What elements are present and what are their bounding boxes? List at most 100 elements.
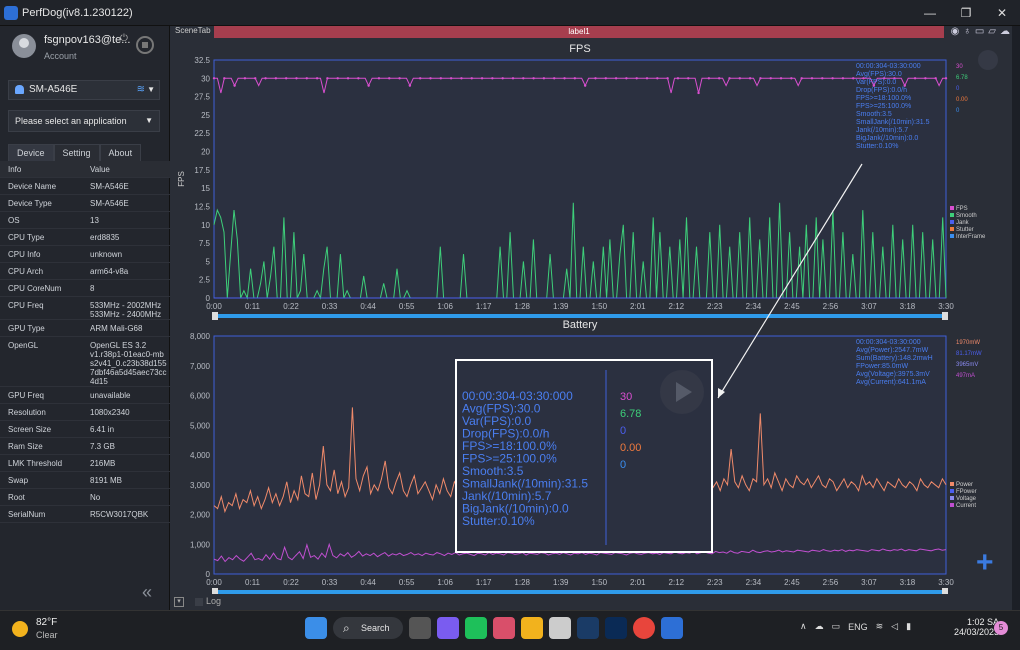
system-tray: ∧ ☁ ▭ ENG ≋ ◁ ▮: [800, 621, 911, 632]
fps-point: [676, 77, 680, 80]
fps-point: [439, 77, 443, 80]
fps-point: [243, 77, 247, 80]
battery-level-icon[interactable]: ▮: [906, 621, 912, 631]
zoom-stat-line: Jank(/10min):5.7: [462, 489, 552, 503]
file-explorer-icon[interactable]: [521, 617, 543, 639]
table-row[interactable]: CPU Arch arm64-v8a: [0, 263, 170, 280]
x-tick-label: 2:23: [707, 578, 723, 587]
pin-icon[interactable]: ♁: [963, 26, 971, 37]
start-icon[interactable]: [305, 617, 327, 639]
fps-point: [779, 77, 783, 80]
volume-icon[interactable]: ◁: [891, 621, 899, 631]
tab-setting[interactable]: Setting: [53, 144, 100, 161]
table-row[interactable]: SerialNum R5CW3017QBK: [0, 506, 170, 523]
table-row[interactable]: LMK Threshold 216MB: [0, 455, 170, 472]
table-row[interactable]: OpenGL OpenGL ES 3.2 v1.r38p1-01eac0-mb s…: [0, 337, 170, 387]
x-tick-label: 0:33: [322, 302, 338, 311]
taskbar-search[interactable]: Search: [333, 617, 403, 639]
app-icon[interactable]: [549, 617, 571, 639]
table-row[interactable]: GPU Freq unavailable: [0, 387, 170, 404]
clock-time: 1:02 SA: [967, 617, 1000, 627]
table-row[interactable]: GPU Type ARM Mali-G68: [0, 320, 170, 337]
collapse-sidebar-icon[interactable]: «: [142, 582, 153, 602]
scene-tab[interactable]: SceneTab: [175, 26, 211, 35]
cloud-icon[interactable]: ☁: [1000, 26, 1010, 37]
line-app-icon[interactable]: [465, 617, 487, 639]
table-row[interactable]: Screen Size 6.41 in: [0, 421, 170, 438]
table-row[interactable]: Root No: [0, 489, 170, 506]
fps-point: [326, 77, 329, 80]
zoom-side-value: 0: [620, 425, 626, 437]
info-key: GPU Type: [8, 324, 45, 333]
fps-point: [522, 77, 525, 80]
power-icon[interactable]: ⏻: [120, 33, 128, 44]
battery-icon[interactable]: ▭: [831, 621, 841, 631]
info-value: 7.3 GB: [90, 442, 115, 451]
y-tick-label: 22.5: [194, 129, 210, 138]
legend-swatch: [950, 206, 954, 210]
info-key: CPU Arch: [8, 267, 44, 276]
location-icon[interactable]: ◉: [950, 26, 960, 37]
maximize-icon[interactable]: ❐: [960, 6, 972, 20]
folder-icon[interactable]: ▭: [974, 26, 985, 37]
x-tick-label: 2:56: [823, 578, 839, 587]
table-row[interactable]: Swap 8191 MB: [0, 472, 170, 489]
chevron-up-icon[interactable]: ∧: [800, 621, 807, 631]
avatar[interactable]: [12, 34, 36, 58]
table-row[interactable]: CPU Info unknown: [0, 246, 170, 263]
task-view-icon[interactable]: [409, 617, 431, 639]
fps-point: [810, 77, 814, 80]
y-tick-label: 32.5: [194, 56, 210, 65]
info-value: 1080x2340: [90, 408, 130, 417]
fps-point: [852, 77, 855, 80]
stat-line: Avg(FPS):30.0: [856, 71, 902, 78]
info-key: OS: [8, 216, 20, 225]
folder-open-icon[interactable]: ▱: [988, 26, 996, 37]
tab-device[interactable]: Device: [8, 144, 54, 161]
perfdog-icon[interactable]: [661, 617, 683, 639]
chat-icon[interactable]: [437, 617, 459, 639]
x-tick-label: 0:11: [245, 578, 261, 587]
app-select[interactable]: Please select an application ▼: [8, 110, 160, 132]
info-value: 216MB: [90, 459, 116, 468]
language-indicator[interactable]: ENG: [848, 621, 868, 632]
table-row[interactable]: CPU Type erd8835: [0, 229, 170, 246]
cloud-icon[interactable]: ☁: [814, 621, 824, 631]
stat-line: Avg(Current):641.1mA: [856, 379, 926, 386]
table-row[interactable]: Ram Size 7.3 GB: [0, 438, 170, 455]
label-bar[interactable]: label1: [214, 26, 944, 38]
photoshop-icon[interactable]: [605, 617, 627, 639]
minimize-icon[interactable]: —: [924, 6, 936, 20]
notification-badge[interactable]: 5: [994, 621, 1008, 635]
store-icon[interactable]: [493, 617, 515, 639]
fps-point: [357, 77, 360, 80]
table-row[interactable]: Device Name SM-A546E: [0, 178, 170, 195]
stat-line: Stutter:0.10%: [856, 143, 898, 150]
expand-log-icon[interactable]: ▾: [174, 597, 184, 607]
x-tick-label: 1:50: [591, 578, 607, 587]
device-select[interactable]: SM-A546E ≋ ▼: [8, 80, 160, 100]
account-label[interactable]: Account: [44, 51, 77, 61]
tab-about[interactable]: About: [99, 144, 142, 161]
add-chart-button[interactable]: +: [976, 546, 994, 579]
info-key: CPU Info: [8, 250, 41, 259]
x-tick-label: 2:23: [707, 302, 723, 311]
account-name: fsgnpov163@te...: [44, 34, 131, 46]
table-row[interactable]: OS 13: [0, 212, 170, 229]
wifi-icon[interactable]: ≋: [875, 621, 884, 631]
table-row[interactable]: CPU Freq 533MHz - 2002MHz 533MHz - 2400MH…: [0, 297, 170, 320]
table-row[interactable]: Resolution 1080x2340: [0, 404, 170, 421]
fps-point: [315, 77, 319, 80]
record-button[interactable]: [136, 36, 154, 54]
log-checkbox[interactable]: [195, 598, 203, 606]
table-row[interactable]: Device Type SM-A546E: [0, 195, 170, 212]
lightroom-icon[interactable]: [577, 617, 599, 639]
close-icon[interactable]: ✕: [996, 6, 1008, 20]
play-button[interactable]: [978, 50, 998, 70]
chrome-icon[interactable]: [633, 617, 655, 639]
x-tick-label: 2:12: [669, 302, 685, 311]
clock[interactable]: 1:02 SA 24/03/2023: [954, 617, 999, 637]
side-value: 0.00: [956, 97, 968, 103]
y-tick-label: 27.5: [194, 93, 210, 102]
table-row[interactable]: CPU CoreNum 8: [0, 280, 170, 297]
